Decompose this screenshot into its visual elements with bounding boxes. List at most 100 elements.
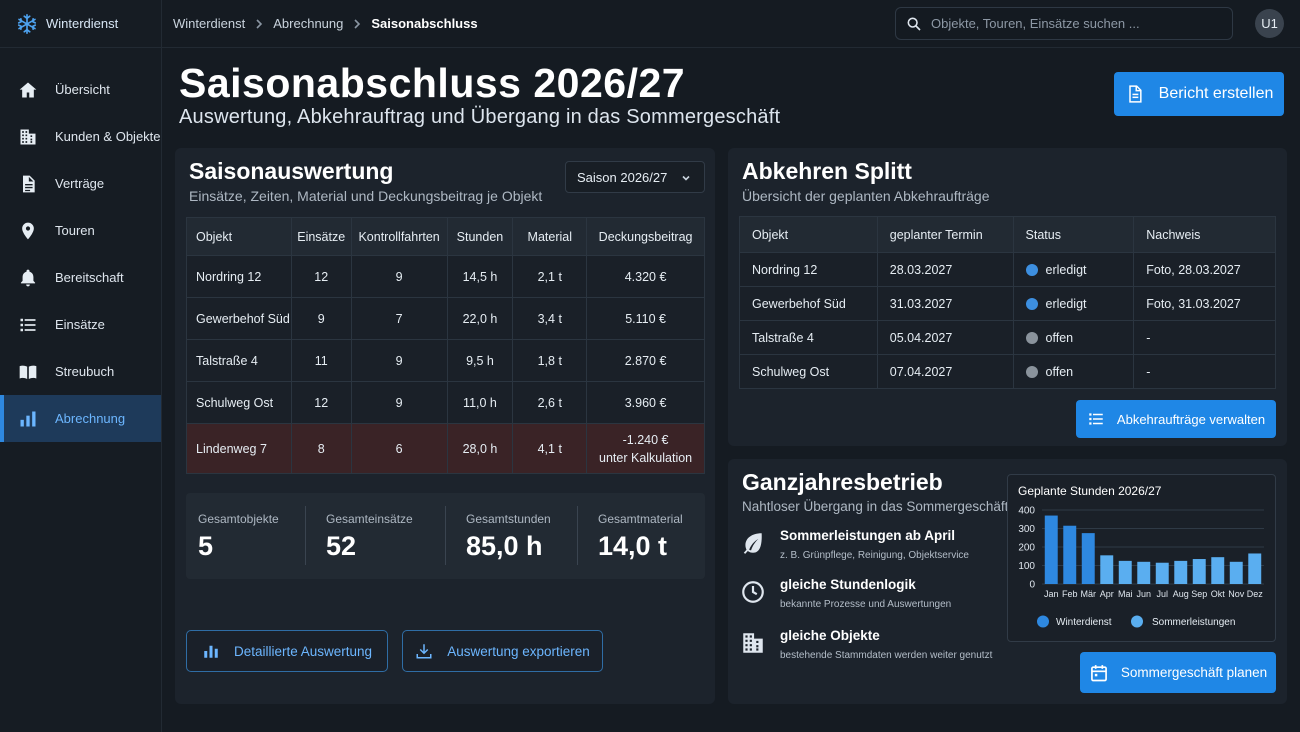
sidebar-item-uebersicht[interactable]: Übersicht (0, 66, 161, 113)
divider (445, 506, 446, 565)
sidebar-item-einsaetze[interactable]: Einsätze (0, 301, 161, 348)
sidebar-item-bereitschaft[interactable]: Bereitschaft (0, 254, 161, 301)
sidebar-item-label: Abrechnung (55, 411, 126, 426)
stat-label: Gesamteinsätze (326, 512, 413, 526)
sidebar-item-abrechnung[interactable]: Abrechnung (0, 395, 161, 442)
sidebar-item-vertraege[interactable]: Verträge (0, 160, 161, 207)
season-select-value: Saison 2026/27 (577, 169, 668, 185)
table-row[interactable]: Talstraße 4 05.04.2027 offen - (739, 320, 1276, 355)
status-dot-open (1025, 365, 1038, 378)
plan-summer-business-button[interactable]: Sommergeschäft planen (1080, 652, 1276, 693)
document-icon (1125, 83, 1145, 105)
cell-status: offen (1012, 320, 1135, 355)
divider (305, 506, 306, 565)
leaf-icon (740, 530, 766, 556)
list-icon (1087, 410, 1105, 428)
bar (1155, 562, 1169, 584)
sweeping-card: Abkehren Splitt Übersicht der geplanten … (728, 148, 1287, 446)
cell-objekt: Talstraße 4 (186, 339, 292, 382)
breadcrumb-item[interactable]: Abrechnung (273, 16, 344, 31)
feature-title: gleiche Stundenlogik (780, 577, 916, 592)
cell-kontrollfahrten: 7 (350, 297, 448, 340)
cell-objekt: Nordring 12 (739, 252, 878, 287)
cell-termin: 05.04.2027 (876, 320, 1014, 355)
column-header[interactable]: Objekt (739, 216, 878, 253)
below-calculation-note: unter Kalkulation (599, 450, 693, 465)
bar (1100, 555, 1114, 584)
feature-title: gleiche Objekte (780, 628, 880, 643)
create-report-button[interactable]: Bericht erstellen (1114, 72, 1284, 116)
table-row[interactable]: Schulweg Ost 07.04.2027 offen - (739, 354, 1276, 389)
sweeping-title: Abkehren Splitt (742, 158, 912, 184)
column-header[interactable]: Einsätze (290, 217, 352, 256)
table-header-row: Objekt geplanter Termin Status Nachweis (739, 216, 1276, 253)
y-tick-label: 400 (1018, 506, 1035, 517)
cell-stunden: 22,0 h (446, 297, 514, 340)
table-row-warning[interactable]: Lindenweg 7 8 6 28,0 h 4,1 t -1.240 € un… (186, 423, 705, 474)
column-header[interactable]: Material (512, 217, 588, 256)
x-tick-label: Feb (1062, 589, 1078, 599)
table-row[interactable]: Talstraße 4 11 9 9,5 h 1,8 t 2.870 € (186, 339, 705, 382)
column-header[interactable]: Objekt (186, 217, 292, 256)
cell-termin: 07.04.2027 (876, 354, 1014, 389)
export-evaluation-button[interactable]: Auswertung exportieren (402, 630, 603, 672)
status-dot-done (1025, 263, 1038, 276)
bar-chart-icon (18, 409, 38, 429)
cell-deckungsbeitrag: 4.320 € (586, 255, 705, 298)
clock-icon (740, 579, 766, 605)
brand[interactable]: Winterdienst (0, 0, 161, 48)
table-row[interactable]: Gewerbehof Süd 9 7 22,0 h 3,4 t 5.110 € (186, 297, 705, 340)
column-header[interactable]: Nachweis (1133, 216, 1276, 253)
x-tick-label: Jan (1044, 589, 1059, 599)
stat-value: 14,0 t (598, 531, 668, 561)
column-header[interactable]: Stunden (446, 217, 514, 256)
year-round-subtitle: Nahtloser Übergang in das Sommergeschäft (742, 499, 1009, 514)
sidebar-item-touren[interactable]: Touren (0, 207, 161, 254)
snowflake-icon (16, 13, 38, 35)
x-tick-label: Mai (1118, 589, 1133, 599)
year-round-card: Ganzjahresbetrieb Nahtloser Übergang in … (728, 459, 1287, 704)
stat-value: 85,0 h (466, 531, 543, 561)
manage-sweeping-orders-button[interactable]: Abkehraufträge verwalten (1076, 400, 1276, 438)
download-icon (415, 642, 433, 660)
table-row[interactable]: Nordring 12 28.03.2027 erledigt Foto, 28… (739, 252, 1276, 287)
detailed-evaluation-button[interactable]: Detaillierte Auswertung (186, 630, 388, 672)
sidebar-item-kunden-objekte[interactable]: Kunden & Objekte (0, 113, 161, 160)
bell-icon (18, 268, 38, 288)
cell-objekt: Talstraße 4 (739, 320, 878, 355)
cell-kontrollfahrten: 6 (350, 423, 448, 474)
stat-value: 5 (198, 531, 214, 561)
table-row[interactable]: Nordring 12 12 9 14,5 h 2,1 t 4.320 € (186, 255, 705, 298)
column-header[interactable]: Kontrollfahrten (350, 217, 448, 256)
cell-material: 3,4 t (512, 297, 588, 340)
cell-deckungsbeitrag: 5.110 € (586, 297, 705, 340)
season-select[interactable]: Saison 2026/27 (565, 161, 705, 193)
sidebar-item-streubuch[interactable]: Streubuch (0, 348, 161, 395)
sidebar-item-label: Bereitschaft (55, 270, 124, 285)
column-header[interactable]: geplanter Termin (876, 216, 1014, 253)
x-tick-label: Jun (1136, 589, 1151, 599)
avatar[interactable]: U1 (1255, 9, 1284, 38)
table-row[interactable]: Schulweg Ost 12 9 11,0 h 2,6 t 3.960 € (186, 381, 705, 424)
cell-einsaetze: 11 (290, 339, 352, 382)
search-input[interactable] (931, 16, 1221, 31)
cell-einsaetze: 12 (290, 381, 352, 424)
y-tick-label: 200 (1018, 543, 1035, 554)
cell-termin: 28.03.2027 (876, 252, 1014, 287)
cell-einsaetze: 12 (290, 255, 352, 298)
sidebar-item-label: Verträge (55, 176, 105, 191)
cell-status: offen (1012, 354, 1135, 389)
cell-stunden: 9,5 h (446, 339, 514, 382)
table-row[interactable]: Gewerbehof Süd 31.03.2027 erledigt Foto,… (739, 286, 1276, 321)
season-title: Saisonauswertung (189, 158, 394, 184)
column-header[interactable]: Status (1012, 216, 1135, 253)
cell-nachweis: - (1133, 354, 1276, 389)
column-header[interactable]: Deckungsbeitrag (586, 217, 705, 256)
chart-title: Geplante Stunden 2026/27 (1018, 484, 1162, 498)
cell-objekt: Schulweg Ost (186, 381, 292, 424)
chevron-right-icon (352, 18, 362, 30)
y-tick-label: 0 (1029, 580, 1035, 591)
cell-material: 2,1 t (512, 255, 588, 298)
x-tick-label: Dez (1247, 589, 1264, 599)
breadcrumb-item[interactable]: Winterdienst (173, 16, 246, 31)
